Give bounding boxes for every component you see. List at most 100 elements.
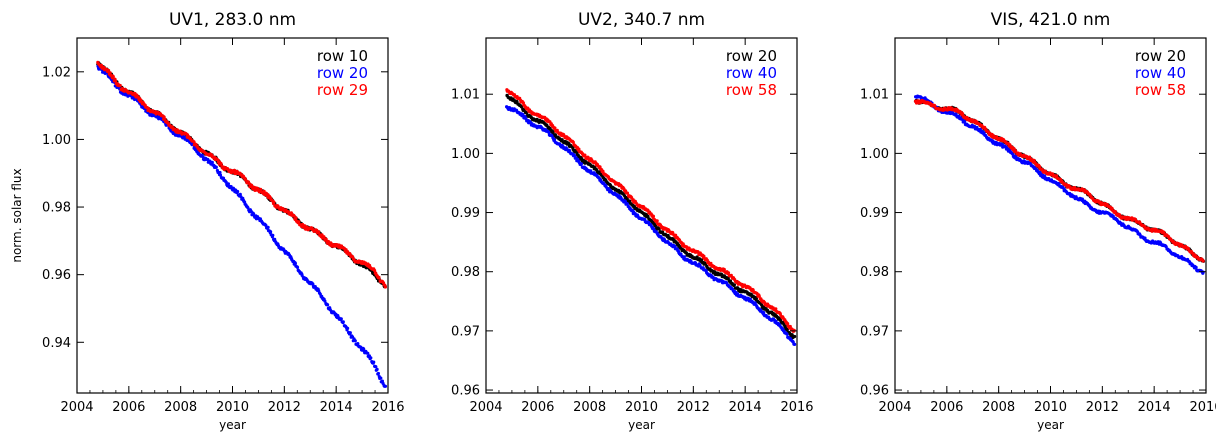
- x-tick-label: 2012: [677, 400, 710, 415]
- scatter-points: [96, 60, 388, 388]
- data-point: [553, 138, 557, 142]
- data-point: [326, 303, 330, 307]
- y-tick-label: 1.00: [451, 147, 480, 162]
- data-point: [273, 237, 277, 241]
- data-point: [380, 379, 384, 383]
- data-point: [374, 365, 378, 369]
- data-point: [317, 230, 321, 234]
- data-point: [353, 339, 357, 343]
- y-tick-label: 1.01: [860, 88, 889, 103]
- data-point: [651, 214, 656, 218]
- series-row-29: [96, 60, 387, 289]
- scatter-points: [913, 94, 1206, 275]
- legend-entry: row 58: [726, 81, 777, 99]
- y-tick-label: 0.96: [42, 268, 71, 283]
- series-row-58: [505, 88, 796, 333]
- series-row-40: [505, 105, 797, 346]
- data-point: [272, 200, 276, 204]
- data-point: [376, 371, 380, 376]
- y-tick-label: 1.02: [42, 65, 71, 80]
- chart-panel-2: UV2, 340.7 nm 2004 2006 2008 2010 2012 2014 201…: [451, 10, 814, 432]
- data-point: [657, 227, 661, 231]
- data-point: [163, 117, 167, 121]
- data-point: [219, 162, 223, 166]
- data-point: [982, 131, 986, 135]
- legend-entry: row 20: [317, 64, 368, 82]
- data-point: [294, 216, 298, 220]
- x-tick-label: 2010: [625, 400, 658, 415]
- data-point: [369, 356, 373, 360]
- data-point: [700, 258, 704, 262]
- series-row-58: [913, 98, 1205, 263]
- series-row-20: [96, 64, 388, 388]
- data-point: [356, 342, 360, 346]
- data-point: [754, 296, 759, 301]
- x-axis-label: year: [628, 418, 655, 432]
- legend-entry: row 20: [726, 47, 777, 65]
- data-point: [785, 332, 789, 336]
- data-point: [224, 180, 228, 184]
- data-point: [583, 153, 587, 157]
- data-point: [218, 170, 222, 175]
- legend-entry: row 40: [726, 64, 777, 82]
- data-point: [375, 367, 379, 371]
- data-point: [383, 285, 387, 289]
- data-point: [684, 251, 689, 255]
- x-tick-label: 2008: [164, 400, 197, 415]
- data-point: [625, 202, 630, 206]
- legend-entry: row 10: [317, 47, 368, 65]
- data-point: [383, 384, 388, 388]
- x-tick-label: 2012: [1086, 400, 1119, 415]
- data-point: [377, 275, 381, 280]
- x-tick-label: 2016: [1189, 400, 1216, 415]
- data-point: [246, 206, 250, 210]
- data-point: [114, 79, 118, 83]
- x-tick-label: 2004: [878, 400, 911, 415]
- data-point: [271, 233, 275, 237]
- chart-panel-1: UV1, 283.0 nm 2004 2006 2008 2010 2012 2014 201…: [10, 10, 405, 432]
- y-tick-label: 0.96: [860, 384, 889, 399]
- y-tick-label: 0.97: [451, 324, 480, 339]
- y-tick-label: 0.96: [451, 384, 480, 399]
- data-point: [547, 130, 551, 134]
- data-point: [793, 342, 797, 346]
- x-tick-label: 2008: [982, 400, 1015, 415]
- data-point: [218, 173, 223, 177]
- data-point: [1110, 206, 1114, 210]
- data-point: [295, 265, 300, 269]
- data-point: [726, 271, 731, 275]
- x-axis-label: year: [1037, 418, 1064, 432]
- data-point: [348, 331, 352, 335]
- data-point: [963, 120, 967, 124]
- data-point: [515, 99, 519, 104]
- x-tick-label: 2004: [469, 400, 502, 415]
- chart-panel-3: VIS, 421.0 nm 2004 2006 2008 2010 2012 2014 201…: [860, 10, 1216, 432]
- data-point: [646, 214, 650, 218]
- data-point: [346, 326, 350, 330]
- data-point: [1201, 259, 1205, 263]
- data-point: [571, 140, 575, 144]
- data-point: [551, 130, 555, 134]
- x-tick-label: 2008: [573, 400, 606, 415]
- series-row-40: [914, 94, 1205, 275]
- x-tick-label: 2006: [112, 400, 145, 415]
- data-point: [553, 126, 557, 130]
- data-point: [118, 83, 122, 88]
- legend-entry: row 20: [1135, 47, 1186, 65]
- data-point: [108, 71, 112, 75]
- y-tick-label: 0.99: [860, 206, 889, 221]
- legend-entry: row 40: [1135, 64, 1186, 82]
- x-tick-label: 2014: [320, 400, 353, 415]
- data-point: [172, 127, 177, 131]
- data-point: [682, 255, 687, 259]
- y-tick-label: 0.98: [860, 265, 889, 280]
- data-point: [266, 225, 270, 229]
- chart-title: UV2, 340.7 nm: [578, 10, 705, 30]
- data-point: [655, 219, 659, 223]
- y-axis-label: norm. solar flux: [10, 168, 24, 262]
- data-point: [264, 223, 268, 228]
- y-tick-label: 0.98: [451, 265, 480, 280]
- data-point: [793, 334, 797, 339]
- x-tick-label: 2010: [1034, 400, 1067, 415]
